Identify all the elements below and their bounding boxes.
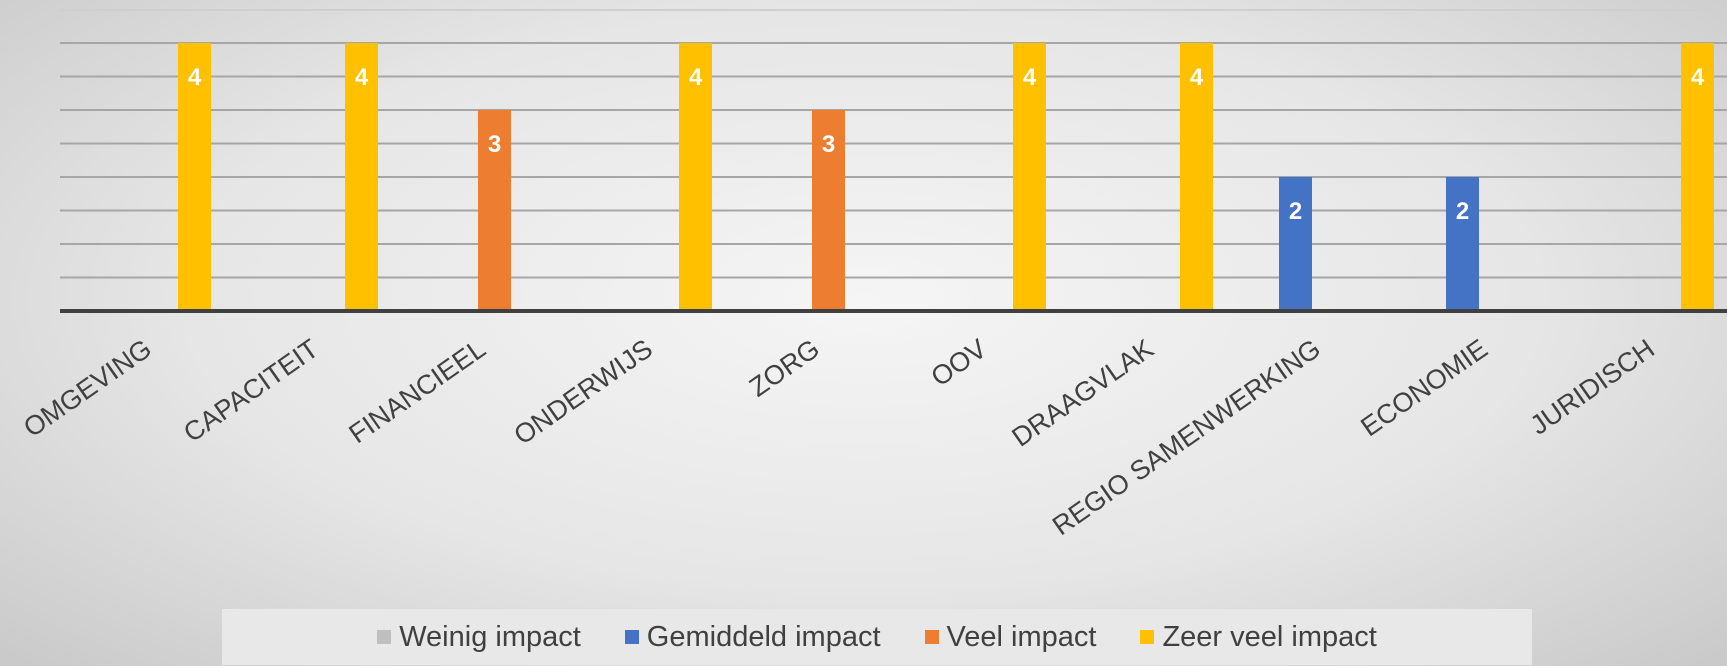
data-label: 4 — [689, 64, 703, 91]
bar — [178, 43, 211, 311]
data-label: 4 — [1691, 64, 1705, 91]
x-tick-label: REGIO SAMENWERKING — [1047, 333, 1326, 541]
x-tick-label: ZORG — [744, 333, 825, 402]
x-tick-label: CAPACITEIT — [178, 333, 324, 448]
bars: 4 4 3 4 3 4 4 2 2 4 — [178, 43, 1714, 311]
legend-swatch — [624, 630, 639, 644]
data-label: 2 — [1456, 198, 1469, 225]
legend-item-gemiddeld: Gemiddeld impact — [624, 620, 881, 654]
bar — [679, 43, 712, 311]
x-tick-label: FINANCIEEL — [343, 333, 490, 449]
data-label: 4 — [1023, 64, 1037, 91]
x-tick-label: JURIDISCH — [1525, 333, 1660, 440]
data-label: 4 — [188, 64, 202, 91]
data-label: 2 — [1289, 198, 1302, 225]
legend-swatch — [1140, 630, 1155, 644]
x-tick-label: DRAAGVLAK — [1007, 333, 1159, 452]
bar — [1446, 177, 1479, 311]
bar — [478, 110, 511, 311]
x-tick-label: ECONOMIE — [1355, 333, 1493, 442]
legend-label: Veel impact — [946, 620, 1097, 653]
data-label: 3 — [822, 131, 835, 158]
bar — [345, 43, 378, 311]
legend: Weinig impact Gemiddeld impact Veel impa… — [222, 609, 1532, 665]
legend-label: Gemiddeld impact — [646, 620, 881, 653]
legend-label: Weinig impact — [399, 620, 581, 653]
bar — [1279, 177, 1312, 311]
legend-item-weinig: Weinig impact — [377, 621, 581, 654]
bar — [1681, 43, 1714, 311]
bar — [1180, 43, 1213, 311]
x-tick-label: ONDERWIJS — [508, 333, 658, 450]
data-label: 4 — [355, 64, 369, 91]
bar — [1013, 43, 1046, 311]
legend-label: Zeer veel impact — [1162, 620, 1377, 653]
x-tick-labels: OMGEVING CAPACITEIT FINANCIEEL ONDERWIJS ZOR… — [18, 333, 1660, 541]
x-tick-label: OMGEVING — [18, 333, 157, 443]
legend-item-zeer-veel: Zeer veel impact — [1140, 620, 1377, 654]
x-tick-label: OOV — [926, 333, 992, 392]
gridlines — [60, 9, 1727, 279]
data-label: 3 — [488, 131, 501, 158]
legend-item-veel: Veel impact — [924, 620, 1097, 654]
legend-swatch — [924, 630, 939, 644]
legend-swatch — [377, 630, 392, 644]
data-label: 4 — [1190, 64, 1204, 91]
bar — [812, 110, 845, 311]
